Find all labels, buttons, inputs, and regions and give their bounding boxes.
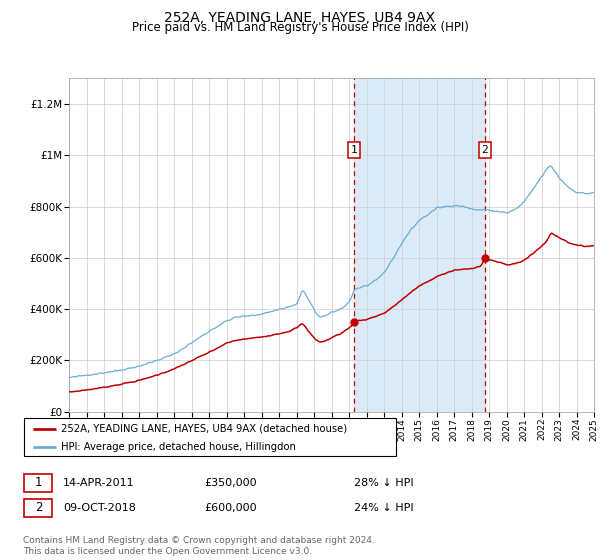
Text: 1: 1 — [350, 145, 357, 155]
Text: Contains HM Land Registry data © Crown copyright and database right 2024.
This d: Contains HM Land Registry data © Crown c… — [23, 536, 374, 556]
FancyBboxPatch shape — [25, 499, 52, 517]
Text: £600,000: £600,000 — [204, 503, 257, 513]
Text: 1: 1 — [35, 476, 42, 489]
Text: £350,000: £350,000 — [204, 478, 257, 488]
Text: 09-OCT-2018: 09-OCT-2018 — [63, 503, 136, 513]
Text: 28% ↓ HPI: 28% ↓ HPI — [354, 478, 413, 488]
Bar — [354, 78, 485, 412]
Text: HPI: Average price, detached house, Hillingdon: HPI: Average price, detached house, Hill… — [61, 442, 296, 452]
Text: 252A, YEADING LANE, HAYES, UB4 9AX: 252A, YEADING LANE, HAYES, UB4 9AX — [164, 11, 436, 25]
Text: 252A, YEADING LANE, HAYES, UB4 9AX (detached house): 252A, YEADING LANE, HAYES, UB4 9AX (deta… — [61, 424, 347, 434]
FancyBboxPatch shape — [25, 474, 52, 492]
FancyBboxPatch shape — [24, 418, 396, 456]
Text: Price paid vs. HM Land Registry's House Price Index (HPI): Price paid vs. HM Land Registry's House … — [131, 21, 469, 34]
Text: 14-APR-2011: 14-APR-2011 — [63, 478, 134, 488]
Text: 24% ↓ HPI: 24% ↓ HPI — [354, 503, 413, 513]
Text: 2: 2 — [482, 145, 488, 155]
Text: 2: 2 — [35, 501, 42, 515]
